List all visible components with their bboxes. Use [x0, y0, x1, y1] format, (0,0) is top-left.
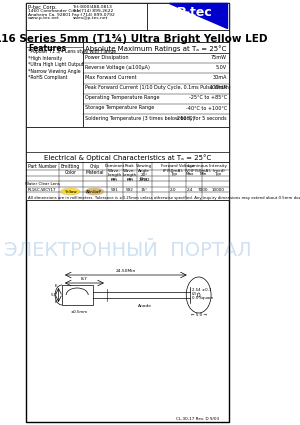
Text: 1460 Commander Circle: 1460 Commander Circle	[28, 9, 81, 13]
Text: Deg: Deg	[140, 177, 148, 181]
Text: Tel:(714) 899-2622: Tel:(714) 899-2622	[72, 9, 114, 13]
Text: Typ: Typ	[169, 172, 177, 176]
Bar	[26, 30, 229, 42]
Text: Anode: Anode	[138, 304, 152, 308]
Text: 592: 592	[126, 188, 134, 192]
Text: P-tec Corp.: P-tec Corp.	[28, 5, 57, 10]
Text: nm: nm	[126, 177, 133, 181]
Text: 10000: 10000	[212, 188, 224, 192]
Text: *Ultra High Light Output: *Ultra High Light Output	[28, 62, 84, 67]
Circle shape	[141, 200, 210, 300]
Text: Reverse Voltage (≤100μA): Reverse Voltage (≤100μA)	[85, 65, 150, 70]
Text: ±0.5mm: ±0.5mm	[71, 310, 88, 314]
Text: -25°C to +85°C: -25°C to +85°C	[189, 95, 227, 100]
Bar	[62, 285, 93, 305]
Text: Viewing
Angle
20°
2θ1/2: Viewing Angle 20° 2θ1/2	[136, 164, 152, 182]
Text: 2.54 ±0.1: 2.54 ±0.1	[192, 288, 211, 292]
Text: 2.4: 2.4	[187, 188, 194, 192]
Text: Min: Min	[199, 172, 206, 176]
Text: Storage Temperature Range: Storage Temperature Range	[85, 105, 154, 111]
Text: Emitting
Color: Emitting Color	[61, 164, 80, 175]
Bar	[26, 42, 83, 127]
Text: 5.0V: 5.0V	[216, 65, 227, 70]
Bar	[147, 3, 229, 30]
Text: www.p-tec.net: www.p-tec.net	[28, 16, 60, 20]
Bar	[26, 152, 229, 162]
Polygon shape	[169, 3, 227, 28]
Text: Fax:(714) 899-0792: Fax:(714) 899-0792	[72, 12, 115, 17]
Bar	[83, 42, 229, 53]
Text: Soldering Temperature (3 times below body): Soldering Temperature (3 times below bod…	[85, 116, 194, 121]
Text: 24.50Min: 24.50Min	[116, 269, 136, 273]
Text: 75mW: 75mW	[211, 54, 227, 60]
Text: Forward Voltage
IF(50mA), (V): Forward Voltage IF(50mA), (V)	[160, 164, 194, 173]
Text: E: E	[55, 284, 57, 288]
Text: Water Clear Lens: Water Clear Lens	[25, 182, 59, 186]
Text: Absolute Maximum Ratings at Tₐ = 25°C: Absolute Maximum Ratings at Tₐ = 25°C	[85, 45, 226, 52]
Text: 0.5 Square: 0.5 Square	[192, 296, 213, 300]
Text: Operating Temperature Range: Operating Temperature Range	[85, 95, 159, 100]
Bar	[26, 127, 229, 200]
Text: Yellow: Yellow	[64, 190, 76, 193]
Text: (2): (2)	[192, 292, 197, 296]
Text: Part Number: Part Number	[28, 164, 56, 169]
Text: PL16 Series 5mm (T1¾) Ultra Bright Yellow LED: PL16 Series 5mm (T1¾) Ultra Bright Yello…	[0, 34, 268, 44]
Text: Chip
Material: Chip Material	[85, 164, 104, 175]
Text: 30mA: 30mA	[212, 75, 227, 80]
Ellipse shape	[85, 188, 104, 195]
Text: sales@p-tec.net: sales@p-tec.net	[72, 16, 108, 20]
Text: *RoHS Compliant: *RoHS Compliant	[28, 75, 68, 80]
Circle shape	[93, 200, 162, 300]
Bar	[26, 3, 147, 30]
Text: -40°C to +100°C: -40°C to +100°C	[186, 105, 227, 111]
Text: 591: 591	[111, 188, 118, 192]
Ellipse shape	[61, 188, 80, 195]
Text: PL16C-WCY17: PL16C-WCY17	[28, 188, 56, 192]
Text: Dominant
Wave-
Length
nm: Dominant Wave- Length nm	[104, 164, 124, 182]
Text: Typ: Typ	[214, 172, 221, 176]
Text: All dimensions are in millimeters. Tolerance is ±0.25mm unless otherwise specifi: All dimensions are in millimeters. Toler…	[28, 196, 300, 200]
Text: Tel:(800)488-0813: Tel:(800)488-0813	[72, 5, 112, 9]
Text: 7000: 7000	[197, 188, 208, 192]
Text: *High Intensity: *High Intensity	[28, 56, 62, 60]
Text: ← 5.0 →: ← 5.0 →	[191, 313, 207, 317]
Text: Power Dissipation: Power Dissipation	[85, 54, 128, 60]
Text: Peak Forward Current (1/10 Duty Cycle, 0.1ms Pulse Width): Peak Forward Current (1/10 Duty Cycle, 0…	[85, 85, 230, 90]
Text: AlInGaP: AlInGaP	[86, 190, 102, 193]
Text: CL-30-17 Rev. D 9/03: CL-30-17 Rev. D 9/03	[176, 417, 219, 421]
Text: Electrical & Optical Characteristics at Tₐ = 25°C: Electrical & Optical Characteristics at …	[44, 154, 211, 161]
Text: 260°C for 5 seconds: 260°C for 5 seconds	[177, 116, 227, 121]
Text: Anaheim Ca. 92801: Anaheim Ca. 92801	[28, 12, 71, 17]
Text: ЭЛЕКТРОННЫЙ  ПОРТАЛ: ЭЛЕКТРОННЫЙ ПОРТАЛ	[4, 241, 251, 260]
Text: Max Forward Current: Max Forward Current	[85, 75, 136, 80]
Text: 2.0: 2.0	[170, 188, 176, 192]
Text: Peak
Wave-
Length
nm: Peak Wave- Length nm	[123, 164, 137, 182]
Bar	[26, 162, 229, 200]
Text: 8.7: 8.7	[81, 277, 88, 281]
Bar	[83, 42, 229, 127]
Text: *Narrow Viewing Angle: *Narrow Viewing Angle	[28, 68, 81, 74]
Text: Luminous Intensity
IF(50mA), (mcd): Luminous Intensity IF(50mA), (mcd)	[188, 164, 227, 173]
Text: Features: Features	[28, 44, 66, 53]
Text: 5.0: 5.0	[51, 293, 57, 297]
Text: 15°: 15°	[140, 188, 148, 192]
Text: E: E	[55, 300, 57, 304]
Text: 100mA: 100mA	[209, 85, 227, 90]
Text: Max: Max	[186, 172, 195, 176]
Text: P-tec: P-tec	[177, 6, 212, 19]
Text: *Popular T1 3/4 Lens style with Flange: *Popular T1 3/4 Lens style with Flange	[28, 49, 116, 54]
Text: nm: nm	[111, 177, 118, 181]
Circle shape	[45, 200, 114, 300]
